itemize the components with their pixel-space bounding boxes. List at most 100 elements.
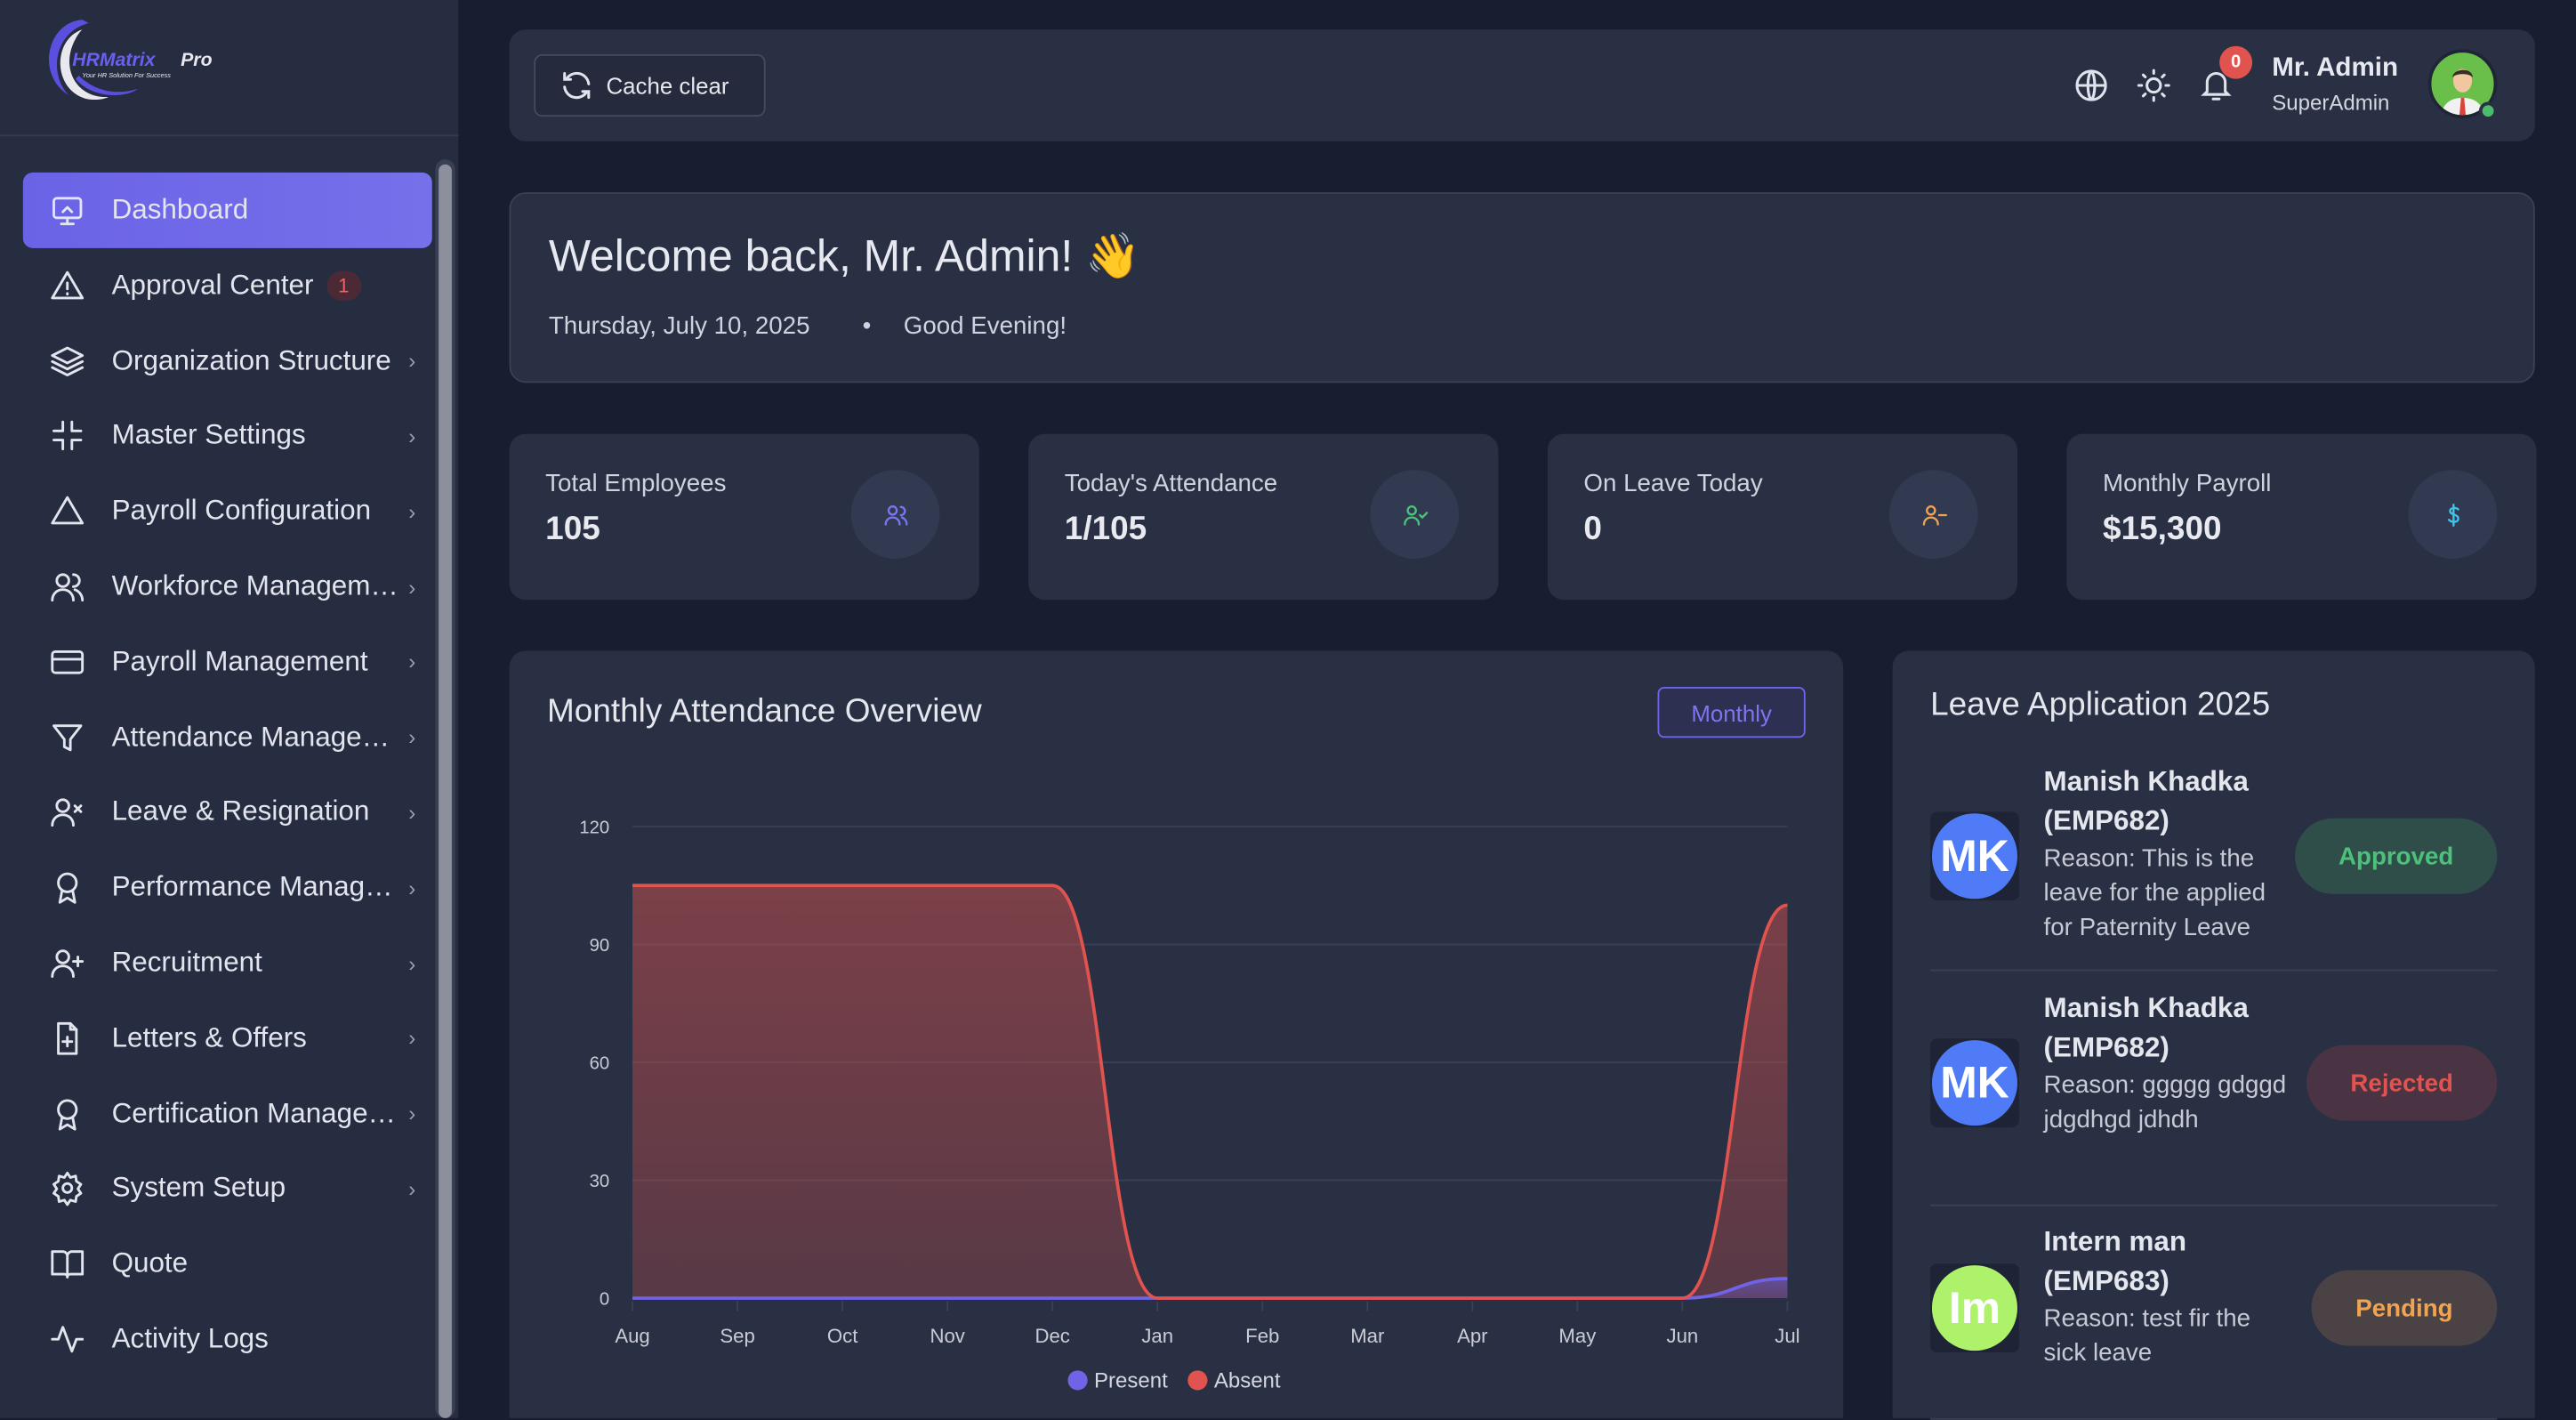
stat-icon-badge bbox=[851, 470, 940, 559]
approval-count-badge: 1 bbox=[326, 271, 360, 301]
chevron-right-icon: › bbox=[408, 1176, 415, 1201]
status-badge: Rejected bbox=[2306, 1045, 2497, 1121]
x-tick-label: May bbox=[1558, 1325, 1597, 1347]
sidebar-item-label: Approval Center bbox=[112, 270, 314, 303]
credit-card-icon bbox=[49, 644, 85, 681]
leave-applications-card: Leave Application 2025 MK Manish Khadka … bbox=[1893, 650, 2535, 1418]
user-role: SuperAdmin bbox=[2272, 91, 2389, 116]
layers-icon bbox=[49, 343, 85, 379]
top-bar: Cache clear 0 Mr. Admin SuperAdmin bbox=[510, 29, 2535, 141]
sidebar-item-label: Letters & Offers bbox=[112, 1022, 307, 1055]
stat-label: On Leave Today bbox=[1583, 470, 1762, 497]
chevron-right-icon: › bbox=[408, 951, 415, 976]
x-tick-label: Sep bbox=[720, 1325, 754, 1347]
sidebar-item-master-settings[interactable]: Master Settings› bbox=[23, 399, 432, 474]
stat-value: 105 bbox=[545, 511, 600, 548]
sidebar-item-organization-structure[interactable]: Organization Structure› bbox=[23, 323, 432, 399]
sidebar-item-label: Payroll Configuration bbox=[112, 495, 371, 528]
sidebar-item-workforce-management[interactable]: Workforce Management› bbox=[23, 549, 432, 625]
chevron-right-icon: › bbox=[408, 499, 415, 524]
welcome-title: Welcome back, Mr. Admin! 👋 bbox=[549, 230, 1140, 283]
svg-text:Pro: Pro bbox=[181, 50, 212, 70]
x-tick-label: Dec bbox=[1034, 1325, 1069, 1347]
sidebar-item-payroll-configuration[interactable]: Payroll Configuration › bbox=[23, 474, 432, 550]
chevron-right-icon: › bbox=[408, 800, 415, 825]
globe-icon[interactable] bbox=[2073, 68, 2110, 104]
sidebar-item-performance-management[interactable]: Performance Management › bbox=[23, 851, 432, 926]
avatar-initials: MK bbox=[1932, 1040, 2017, 1126]
employee-avatar: MK bbox=[1930, 811, 2019, 900]
welcome-banner: Welcome back, Mr. Admin! 👋 Thursday, Jul… bbox=[510, 192, 2535, 383]
sidebar-item-dashboard[interactable]: Dashboard bbox=[23, 173, 432, 248]
leave-title: Leave Application 2025 bbox=[1930, 687, 2270, 724]
leave-reason: Reason: This is the leave for the applie… bbox=[2044, 842, 2298, 945]
leave-list-item[interactable]: MK Manish Khadka (EMP682) Reason: ggggg … bbox=[1930, 972, 2497, 1206]
y-tick-label: 60 bbox=[590, 1053, 610, 1073]
users-icon bbox=[49, 569, 85, 605]
x-tick-label: Nov bbox=[930, 1325, 964, 1347]
sidebar-scrollbar-thumb[interactable] bbox=[439, 165, 452, 1418]
sun-icon[interactable] bbox=[2136, 68, 2172, 104]
gear-icon bbox=[49, 1171, 85, 1207]
online-status-dot bbox=[2479, 102, 2497, 120]
svg-text:HRMatrix: HRMatrix bbox=[72, 50, 156, 70]
refresh-icon bbox=[559, 68, 595, 104]
chevron-right-icon: › bbox=[408, 725, 415, 750]
sidebar-item-attendance-management[interactable]: Attendance Management› bbox=[23, 699, 432, 775]
x-tick-label: Oct bbox=[827, 1325, 857, 1347]
legend-marker-absent[interactable] bbox=[1187, 1370, 1207, 1390]
chevron-right-icon: › bbox=[408, 1026, 415, 1051]
legend-marker-present[interactable] bbox=[1067, 1370, 1087, 1390]
leave-list-item[interactable]: Im Intern man (EMP683) Reason: test fir … bbox=[1930, 1206, 2497, 1420]
file-plus-icon bbox=[49, 1021, 85, 1057]
sidebar-item-approval-center[interactable]: Approval Center 1 bbox=[23, 248, 432, 324]
chevron-right-icon: › bbox=[408, 875, 415, 900]
x-tick-label: Apr bbox=[1457, 1325, 1488, 1347]
chevron-right-icon: › bbox=[408, 349, 415, 374]
status-badge: Pending bbox=[2312, 1271, 2498, 1346]
leave-reason: Reason: ggggg gdggd jdgdhgd jdhdh bbox=[2044, 1068, 2298, 1137]
legend-label[interactable]: Present bbox=[1094, 1369, 1168, 1393]
separator: • bbox=[863, 312, 872, 340]
chevron-right-icon: › bbox=[408, 649, 415, 674]
sidebar-item-system-setup[interactable]: System Setup› bbox=[23, 1151, 432, 1227]
sidebar-item-label: Certification Management bbox=[112, 1097, 399, 1130]
stat-icon-badge bbox=[1370, 470, 1459, 559]
sidebar-item-label: Dashboard bbox=[112, 194, 249, 227]
absent-area bbox=[632, 885, 1787, 1298]
sidebar-item-recruitment[interactable]: Recruitment › bbox=[23, 925, 432, 1001]
x-tick-label: Mar bbox=[1350, 1325, 1385, 1347]
status-badge: Approved bbox=[2295, 819, 2497, 894]
user-check-icon bbox=[1400, 500, 1428, 528]
sidebar-item-payroll-management[interactable]: Payroll Management› bbox=[23, 625, 432, 700]
sidebar-item-certification-management[interactable]: Certification Management› bbox=[23, 1076, 432, 1151]
user-minus-icon bbox=[1920, 500, 1947, 528]
leave-list-item[interactable]: MK Manish Khadka (EMP682) Reason: This i… bbox=[1930, 746, 2497, 971]
employee-name: Intern man (EMP683) bbox=[2044, 1222, 2290, 1302]
y-tick-label: 120 bbox=[579, 818, 609, 837]
sidebar-item-quote[interactable]: Quote bbox=[23, 1226, 432, 1302]
sidebar-item-label: Recruitment bbox=[112, 947, 262, 980]
user-plus-icon bbox=[49, 945, 85, 981]
stat-value: $15,300 bbox=[2103, 511, 2222, 548]
cache-clear-button[interactable]: Cache clear bbox=[534, 54, 765, 117]
y-tick-label: 0 bbox=[600, 1289, 609, 1309]
users-icon bbox=[881, 500, 909, 528]
current-date: Thursday, July 10, 2025 bbox=[549, 312, 810, 340]
sidebar-item-letters-offers[interactable]: Letters & Offers › bbox=[23, 1001, 432, 1077]
sidebar-item-label: Performance Management bbox=[112, 871, 399, 904]
brand-logo[interactable]: HRMatrix Pro Your HR Solution For Succes… bbox=[33, 13, 246, 109]
x-tick-label: Jan bbox=[1141, 1325, 1173, 1347]
cache-clear-label: Cache clear bbox=[607, 72, 729, 99]
legend-label[interactable]: Absent bbox=[1214, 1369, 1281, 1393]
filter-icon bbox=[49, 719, 85, 755]
stat-label: Total Employees bbox=[545, 470, 726, 497]
award-icon bbox=[49, 1095, 85, 1132]
sidebar-item-leave-resignation[interactable]: Leave & Resignation› bbox=[23, 775, 432, 851]
divider bbox=[0, 134, 458, 136]
warning-icon bbox=[49, 268, 85, 304]
stat-icon-badge bbox=[2409, 470, 2498, 559]
sidebar-item-activity-logs[interactable]: Activity Logs bbox=[23, 1302, 432, 1377]
